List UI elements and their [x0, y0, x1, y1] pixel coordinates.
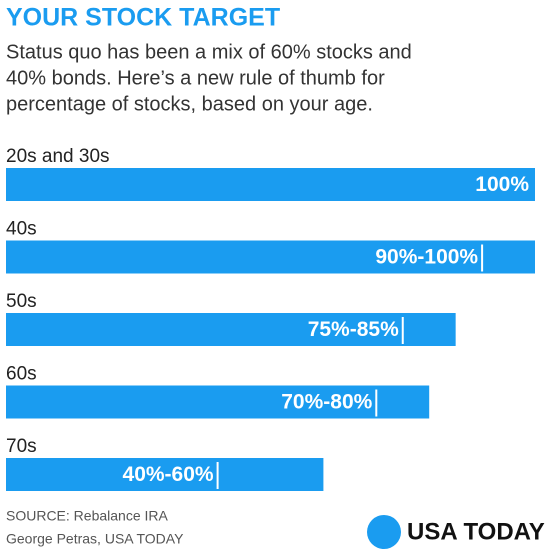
value-label: 70%-80% — [281, 391, 372, 414]
subtitle: percentage of stocks, based on your age. — [6, 93, 373, 115]
value-label: 75%-85% — [308, 318, 399, 341]
bar — [6, 385, 430, 419]
source: George Petras, USA TODAY — [6, 531, 184, 547]
category-label: 20s and 30s — [6, 146, 110, 167]
subtitle: Status quo has been a mix of 60% stocks … — [6, 41, 412, 63]
logo-circle — [367, 515, 401, 549]
value-label: 90%-100% — [375, 246, 478, 269]
logo: USA TODAY — [407, 518, 545, 545]
bar — [6, 313, 456, 346]
category-label: 50s — [6, 291, 37, 312]
source: SOURCE: Rebalance IRA — [6, 508, 169, 524]
bar — [6, 240, 535, 274]
subtitle: 40% bonds. Here’s a new rule of thumb fo… — [6, 67, 385, 89]
category-label: 60s — [6, 364, 37, 385]
bar — [6, 458, 324, 491]
value-label: 100% — [475, 173, 529, 196]
bar — [6, 168, 535, 201]
chart-title: YOUR STOCK TARGET — [6, 4, 280, 32]
value-label: 40%-60% — [123, 463, 214, 486]
category-label: 40s — [6, 219, 37, 240]
category-label: 70s — [6, 436, 37, 457]
